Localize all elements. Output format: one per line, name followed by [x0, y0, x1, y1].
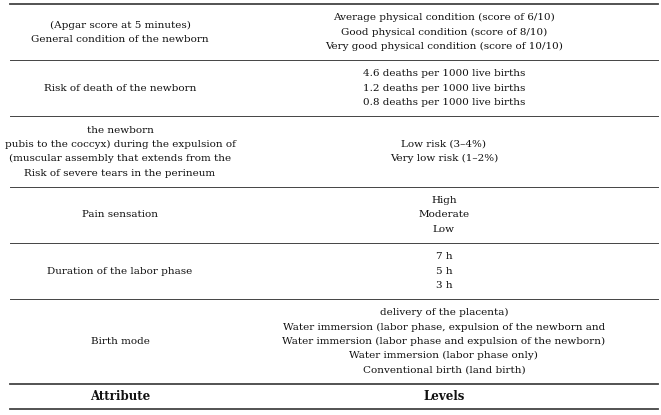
- Text: 3 h: 3 h: [436, 281, 452, 290]
- Text: 4.6 deaths per 1000 live births: 4.6 deaths per 1000 live births: [363, 69, 525, 78]
- Text: Water immersion (labor phase and expulsion of the newborn): Water immersion (labor phase and expulsi…: [282, 337, 605, 346]
- Text: 0.8 deaths per 1000 live births: 0.8 deaths per 1000 live births: [363, 98, 525, 107]
- Text: (muscular assembly that extends from the: (muscular assembly that extends from the: [9, 154, 231, 164]
- Text: Moderate: Moderate: [418, 210, 469, 220]
- Text: Attribute: Attribute: [90, 390, 150, 403]
- Text: General condition of the newborn: General condition of the newborn: [31, 35, 209, 44]
- Text: Duration of the labor phase: Duration of the labor phase: [48, 266, 192, 276]
- Text: Risk of death of the newborn: Risk of death of the newborn: [44, 84, 196, 93]
- Text: 5 h: 5 h: [436, 266, 452, 276]
- Text: Levels: Levels: [423, 390, 465, 403]
- Text: Pain sensation: Pain sensation: [82, 210, 158, 220]
- Text: Very good physical condition (score of 10/10): Very good physical condition (score of 1…: [325, 42, 563, 51]
- Text: delivery of the placenta): delivery of the placenta): [379, 308, 508, 317]
- Text: Average physical condition (score of 6/10): Average physical condition (score of 6/1…: [333, 13, 555, 22]
- Text: pubis to the coccyx) during the expulsion of: pubis to the coccyx) during the expulsio…: [5, 140, 235, 149]
- Text: Water immersion (labor phase only): Water immersion (labor phase only): [350, 352, 538, 361]
- Text: Very low risk (1–2%): Very low risk (1–2%): [390, 154, 498, 164]
- Text: 1.2 deaths per 1000 live births: 1.2 deaths per 1000 live births: [363, 84, 525, 93]
- Text: Low: Low: [433, 225, 455, 234]
- Text: Risk of severe tears in the perineum: Risk of severe tears in the perineum: [24, 168, 215, 178]
- Text: Birth mode: Birth mode: [91, 337, 149, 346]
- Text: High: High: [431, 196, 457, 205]
- Text: Low risk (3–4%): Low risk (3–4%): [401, 140, 486, 149]
- Text: 7 h: 7 h: [436, 252, 452, 261]
- Text: Conventional birth (land birth): Conventional birth (land birth): [363, 366, 525, 375]
- Text: Good physical condition (score of 8/10): Good physical condition (score of 8/10): [341, 28, 547, 37]
- Text: (Apgar score at 5 minutes): (Apgar score at 5 minutes): [50, 20, 190, 29]
- Text: Water immersion (labor phase, expulsion of the newborn and: Water immersion (labor phase, expulsion …: [283, 322, 605, 332]
- Text: the newborn: the newborn: [87, 126, 153, 134]
